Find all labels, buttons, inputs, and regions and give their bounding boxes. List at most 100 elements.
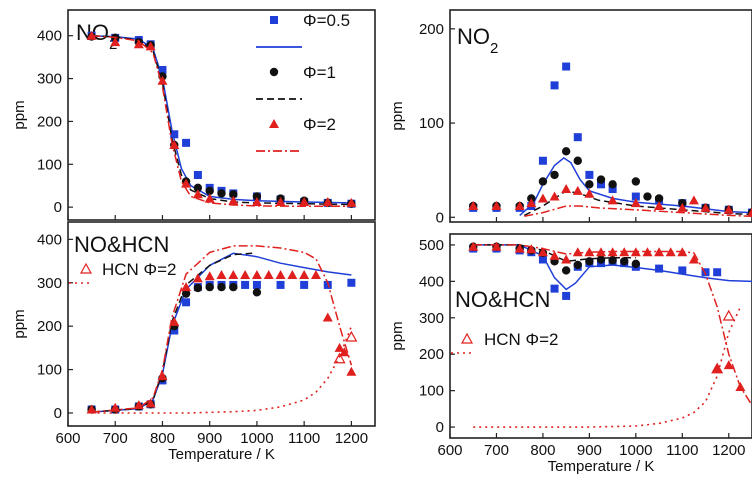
data-point-phi2	[133, 400, 144, 410]
data-point-phi2	[549, 250, 560, 260]
data-point-phi1	[193, 283, 203, 293]
data-point-phi2	[630, 247, 641, 257]
data-point-phi05	[550, 284, 559, 293]
data-point-phi1	[608, 180, 617, 189]
y-tick-label: 300	[37, 71, 62, 88]
data-point-phi05	[182, 298, 191, 307]
data-point-phi05	[538, 255, 547, 264]
panel-bottom-right: 0 100 200 300 400 500 600 700 800 900 1000 1100 1200…	[389, 233, 752, 475]
y-tick-label: 400	[37, 231, 62, 248]
data-point-phi2	[665, 247, 676, 257]
data-point-phi2	[561, 184, 572, 194]
data-point-phi2	[240, 269, 251, 279]
legend: Φ=0.5 Φ=1 Φ=2	[256, 11, 350, 152]
data-point-phi2	[630, 198, 641, 208]
y-axis-label: ppm	[11, 309, 28, 338]
x-tick-label: 600	[437, 442, 462, 459]
data-point-phi1	[205, 282, 214, 292]
series-line-phi1	[523, 190, 752, 217]
series-group	[468, 241, 752, 428]
data-point-phi05	[608, 185, 617, 194]
data-point-phi1	[561, 147, 571, 156]
data-point-phi05	[193, 171, 202, 179]
data-point-phi2	[228, 195, 239, 205]
data-point-phi05	[170, 326, 179, 335]
y-tick-label: 0	[54, 199, 62, 216]
y-axis-label: ppm	[11, 100, 28, 129]
panel-title: NO&HCN	[74, 232, 169, 257]
data-point-phi05	[701, 268, 710, 277]
data-point-phi2	[596, 247, 606, 257]
data-point-phi2	[169, 316, 180, 326]
x-tick-label: 1200	[712, 442, 745, 459]
panel-top-right: 0 100 200 ppm NO2	[389, 9, 752, 226]
y-tick-label: 100	[419, 383, 444, 400]
plot-frame	[67, 221, 376, 427]
data-point-phi2	[584, 247, 595, 257]
data-point-phi2	[468, 241, 479, 251]
data-point-phi2	[204, 193, 215, 203]
data-point-phi1	[596, 175, 606, 184]
x-tick-label: 1100	[288, 430, 320, 447]
hcn-legend-marker	[460, 332, 474, 344]
series-line-phi05	[473, 244, 752, 291]
data-point-phi2	[654, 200, 665, 210]
data-point-phi2	[169, 140, 180, 149]
series-group	[468, 62, 752, 218]
y-tick-label: 400	[37, 28, 62, 45]
series-line-phi2	[524, 205, 752, 218]
data-point-phi05	[158, 66, 167, 74]
x-tick-label: 1000	[619, 442, 652, 459]
data-point-phi05	[562, 62, 571, 71]
y-axis-label: ppm	[389, 321, 406, 350]
y-tick-label: 200	[419, 346, 444, 363]
data-point-phi2	[712, 363, 723, 373]
data-point-hcn	[711, 362, 724, 374]
y-tick-label: 0	[436, 209, 444, 226]
data-point-phi2	[526, 244, 537, 254]
data-point-phi05	[655, 264, 664, 273]
data-point-phi05	[182, 138, 191, 147]
data-point-phi1	[631, 177, 641, 186]
data-point-phi1	[538, 177, 548, 186]
data-point-phi2	[251, 269, 262, 279]
data-point-phi2	[192, 189, 203, 199]
data-point-phi1	[620, 257, 629, 266]
data-point-phi1	[643, 192, 652, 201]
data-point-phi2	[491, 200, 502, 210]
data-point-phi2	[572, 247, 583, 257]
series-group	[86, 30, 357, 208]
data-point-phi2	[287, 269, 298, 279]
data-point-phi05	[678, 266, 687, 275]
y-tick-label: 500	[419, 237, 444, 254]
data-point-phi05	[276, 280, 285, 289]
data-point-phi1	[550, 170, 559, 180]
data-point-phi05	[550, 81, 559, 90]
data-point-phi1	[252, 192, 262, 201]
x-tick-label: 900	[197, 430, 222, 447]
legend-marker-phi1	[269, 67, 279, 77]
data-point-phi2	[607, 195, 618, 205]
data-point-phi2	[572, 185, 583, 195]
y-axis-label: ppm	[389, 101, 406, 130]
data-point-phi2	[346, 197, 357, 207]
data-point-phi05	[347, 278, 356, 287]
data-point-phi2	[275, 269, 286, 279]
data-point-phi05	[585, 170, 594, 179]
x-axis-label: Temperature / K	[548, 458, 655, 475]
panel-title: NO&HCN	[455, 287, 550, 312]
y-tick-label: 100	[37, 156, 62, 173]
panel-title: NO2	[457, 24, 498, 57]
x-tick-label: 1200	[335, 430, 368, 447]
data-point-phi2	[145, 398, 156, 408]
series-line-hcn	[473, 306, 742, 428]
data-point-phi1	[573, 260, 582, 270]
data-point-phi2	[747, 207, 752, 217]
plot-frame	[449, 9, 752, 223]
x-tick-label: 800	[150, 430, 175, 447]
data-point-phi2	[514, 243, 525, 253]
data-point-phi2	[346, 366, 357, 376]
data-point-phi2	[322, 197, 333, 206]
legend-marker-phi05	[270, 16, 278, 24]
